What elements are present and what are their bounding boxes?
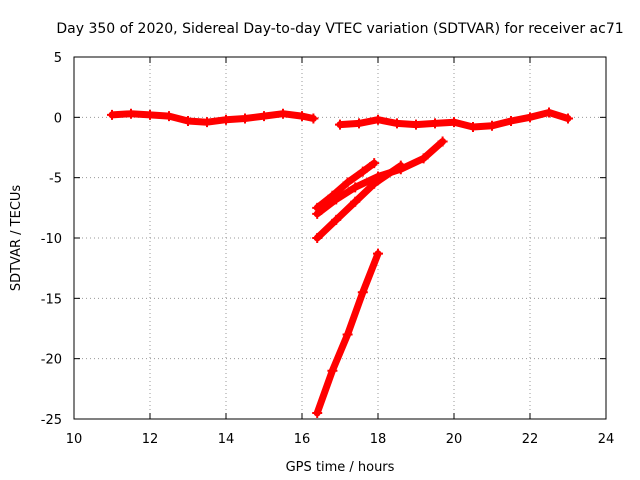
data-point	[107, 109, 117, 120]
data-point	[357, 166, 368, 177]
data-point	[145, 109, 155, 120]
data-point	[468, 121, 478, 132]
y-tick-label: -15	[41, 292, 62, 307]
data-point	[411, 119, 421, 130]
x-tick-label: 16	[294, 432, 311, 447]
data-point	[544, 107, 554, 118]
x-tick-label: 12	[142, 432, 159, 447]
data-point	[437, 136, 448, 147]
y-axis-label: SDTVAR / TECUs	[9, 185, 24, 292]
data-series	[107, 107, 573, 418]
data-point	[312, 208, 323, 219]
data-point	[312, 407, 323, 418]
data-point	[350, 182, 361, 193]
data-point	[259, 111, 269, 122]
data-point	[126, 108, 136, 119]
data-point	[357, 287, 368, 298]
data-point	[395, 160, 406, 171]
y-tick-label: -10	[41, 232, 62, 247]
data-point	[418, 153, 429, 164]
data-point	[312, 233, 323, 243]
data-point	[354, 118, 364, 129]
data-point	[331, 214, 342, 225]
data-point	[331, 194, 342, 205]
data-point	[369, 178, 380, 189]
y-tick-label: -20	[41, 353, 62, 368]
x-tick-label: 24	[598, 432, 615, 447]
data-point	[449, 117, 459, 128]
data-point	[221, 114, 231, 125]
data-point	[342, 329, 353, 340]
x-axis-label: GPS time / hours	[286, 460, 395, 475]
y-tick-label: 0	[54, 111, 62, 126]
y-tick-label: 5	[54, 51, 62, 66]
data-point	[278, 108, 288, 119]
data-point	[164, 111, 174, 122]
data-point	[350, 196, 361, 207]
y-tick-label: -5	[49, 172, 62, 187]
data-point	[335, 119, 345, 130]
data-point	[373, 114, 383, 125]
grid-lines	[74, 57, 606, 419]
axis-ticks: 10 12 14 16 18 20 22 24 5 0 -5 -10 -15 -20 -25	[41, 51, 615, 447]
x-tick-label: 14	[218, 432, 235, 447]
data-point	[297, 111, 307, 122]
data-point	[308, 113, 319, 124]
y-tick-label: -25	[41, 413, 62, 428]
chart-title: Day 350 of 2020, Sidereal Day-to-day VTE…	[56, 21, 623, 37]
data-point	[202, 117, 212, 128]
data-point	[392, 118, 402, 129]
data-point	[373, 248, 383, 259]
data-point	[430, 118, 440, 129]
data-point	[525, 112, 535, 123]
data-point	[240, 113, 250, 124]
x-tick-label: 18	[370, 432, 387, 447]
data-point	[506, 115, 516, 126]
data-point	[342, 177, 353, 188]
data-point	[369, 158, 380, 169]
x-tick-label: 20	[446, 432, 463, 447]
data-point	[487, 120, 497, 131]
data-point	[327, 365, 338, 376]
x-tick-label: 10	[66, 432, 83, 447]
data-point	[563, 113, 573, 124]
x-tick-label: 22	[522, 432, 539, 447]
data-point	[183, 115, 193, 126]
